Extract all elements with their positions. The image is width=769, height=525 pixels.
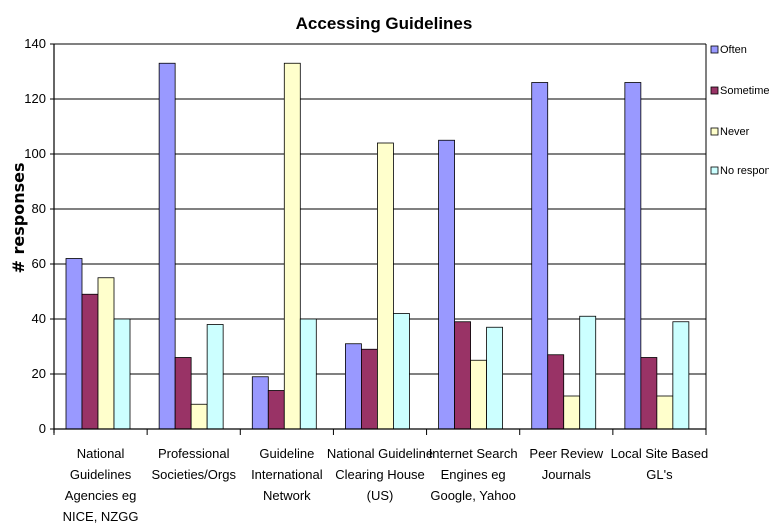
x-tick-label: Agencies eg [65,488,137,503]
legend-label: Often [720,44,747,56]
x-tick-label: Network [263,488,311,503]
y-tick-label: 120 [24,91,46,106]
bar-sometimes [640,357,658,430]
y-tick-label: 140 [24,36,46,51]
bar-no-response [206,324,224,430]
x-tick-label: NICE, NZGG [63,509,139,524]
bar-often [438,139,455,430]
y-tick-label: 40 [32,311,46,326]
axes [50,43,707,435]
y-tick-label: 20 [32,366,46,381]
legend-label: Never [720,126,750,138]
bar-never [470,359,487,430]
bar-no-response [299,318,317,430]
legend-swatch [710,127,719,136]
x-tick-label: National [77,446,125,461]
y-tick-label: 60 [32,256,46,271]
bars [65,62,690,430]
bar-never [377,142,394,430]
x-tick-label: Guideline [259,446,314,461]
chart-title: Accessing Guidelines [296,14,473,33]
x-tick-label: Engines eg [441,467,506,482]
bar-never [563,395,581,430]
bar-no-response [579,315,597,430]
y-tick-label: 0 [39,421,46,436]
legend-label: No response [720,165,769,177]
legend-label: Sometimes [720,85,769,97]
x-tick-labels: National Guidelines Agencies eg NICE, NZGG P… [63,446,709,524]
bar-often [345,343,362,430]
bar-never [656,395,674,430]
bar-sometimes [454,321,471,430]
bar-sometimes [81,293,99,430]
x-tick-label: Clearing House [335,467,425,482]
bar-no-response [486,326,503,430]
x-tick-label: Peer Review [529,446,603,461]
y-tick-label: 100 [24,146,46,161]
x-tick-label: National Guideline [327,446,433,461]
bar-sometimes [174,357,192,430]
x-tick-label: Journals [542,467,592,482]
x-tick-label: Professional [158,446,230,461]
x-tick-label: Internet Search [429,446,518,461]
bar-never [283,62,301,430]
x-tick-label: Guidelines [70,467,132,482]
x-tick-label: GL's [646,467,673,482]
x-tick-label: International [251,467,323,482]
bar-often [624,82,642,430]
y-tick-labels: 0 20 40 60 80 100 120 140 [24,36,46,436]
legend: Often Sometimes Never No response [710,44,769,177]
bar-never [190,403,208,430]
bar-no-response [113,318,131,430]
bar-sometimes [361,348,378,430]
bar-no-response [672,321,690,430]
x-tick-label: Societies/Orgs [151,467,236,482]
bar-no-response [393,313,410,430]
bar-often [158,62,176,430]
x-tick-label: Google, Yahoo [430,488,516,503]
bar-often [251,376,269,430]
legend-swatch [710,166,719,175]
legend-swatch [710,45,719,54]
y-axis-label: # responses [9,163,28,274]
bar-never [97,277,115,430]
bar-often [65,258,83,430]
legend-swatch [710,86,719,95]
x-tick-label: Local Site Based [611,446,709,461]
x-tick-label: (US) [367,488,394,503]
bar-often [531,82,549,430]
bar-sometimes [547,354,565,430]
y-tick-label: 80 [32,201,46,216]
bar-sometimes [267,390,285,430]
